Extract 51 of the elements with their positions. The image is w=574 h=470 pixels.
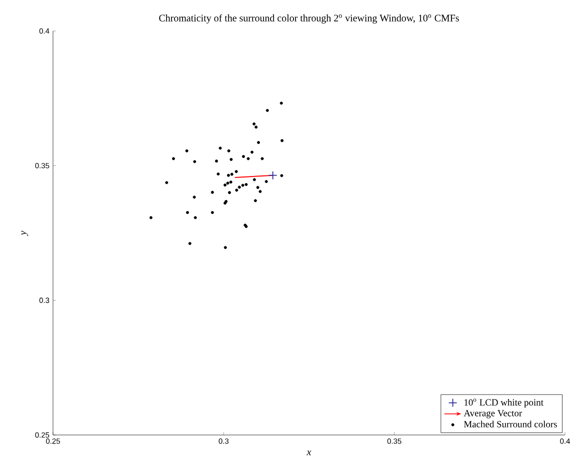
point (268, 170, 278, 180)
point (256, 186, 260, 189)
point (280, 139, 284, 142)
point (226, 182, 230, 185)
point (229, 180, 232, 184)
point (280, 102, 283, 105)
point (252, 122, 256, 126)
point (216, 172, 220, 176)
point (280, 174, 284, 178)
point (266, 108, 269, 112)
point (218, 146, 222, 150)
chart-title: Chromaticity of the surround color through 2$^{o}$ viewing Window, 10$^{o}$ CMFs (159, 14, 459, 24)
point (228, 191, 231, 194)
point (186, 211, 189, 214)
point (149, 216, 152, 220)
point (192, 196, 196, 199)
point (242, 154, 245, 158)
point (165, 181, 168, 184)
legend-label: Mached Surround colors (464, 420, 557, 428)
x-axis-title: x (306, 450, 312, 456)
point (235, 188, 238, 192)
point (230, 172, 234, 176)
legend-label: 10$^{o}$ LCD white point (464, 398, 544, 408)
point (224, 184, 227, 187)
point (172, 157, 175, 160)
point (254, 126, 258, 129)
legend-label: Average Vector (464, 410, 522, 418)
point (250, 150, 254, 154)
point (258, 190, 262, 193)
point (254, 199, 257, 202)
point (230, 158, 233, 161)
point (193, 160, 196, 164)
point (256, 140, 260, 144)
point (260, 157, 264, 160)
point (188, 242, 192, 245)
point (185, 149, 188, 152)
point (234, 170, 238, 174)
point (264, 180, 268, 184)
point (215, 160, 218, 163)
point (252, 178, 256, 182)
point (224, 246, 227, 250)
point (210, 190, 214, 194)
point (241, 184, 244, 187)
point (238, 186, 241, 189)
point (244, 183, 248, 186)
point (246, 157, 250, 160)
y-axis-title: y (21, 230, 28, 236)
point (194, 216, 197, 220)
point (226, 174, 230, 177)
point (210, 211, 214, 214)
point (227, 149, 230, 152)
